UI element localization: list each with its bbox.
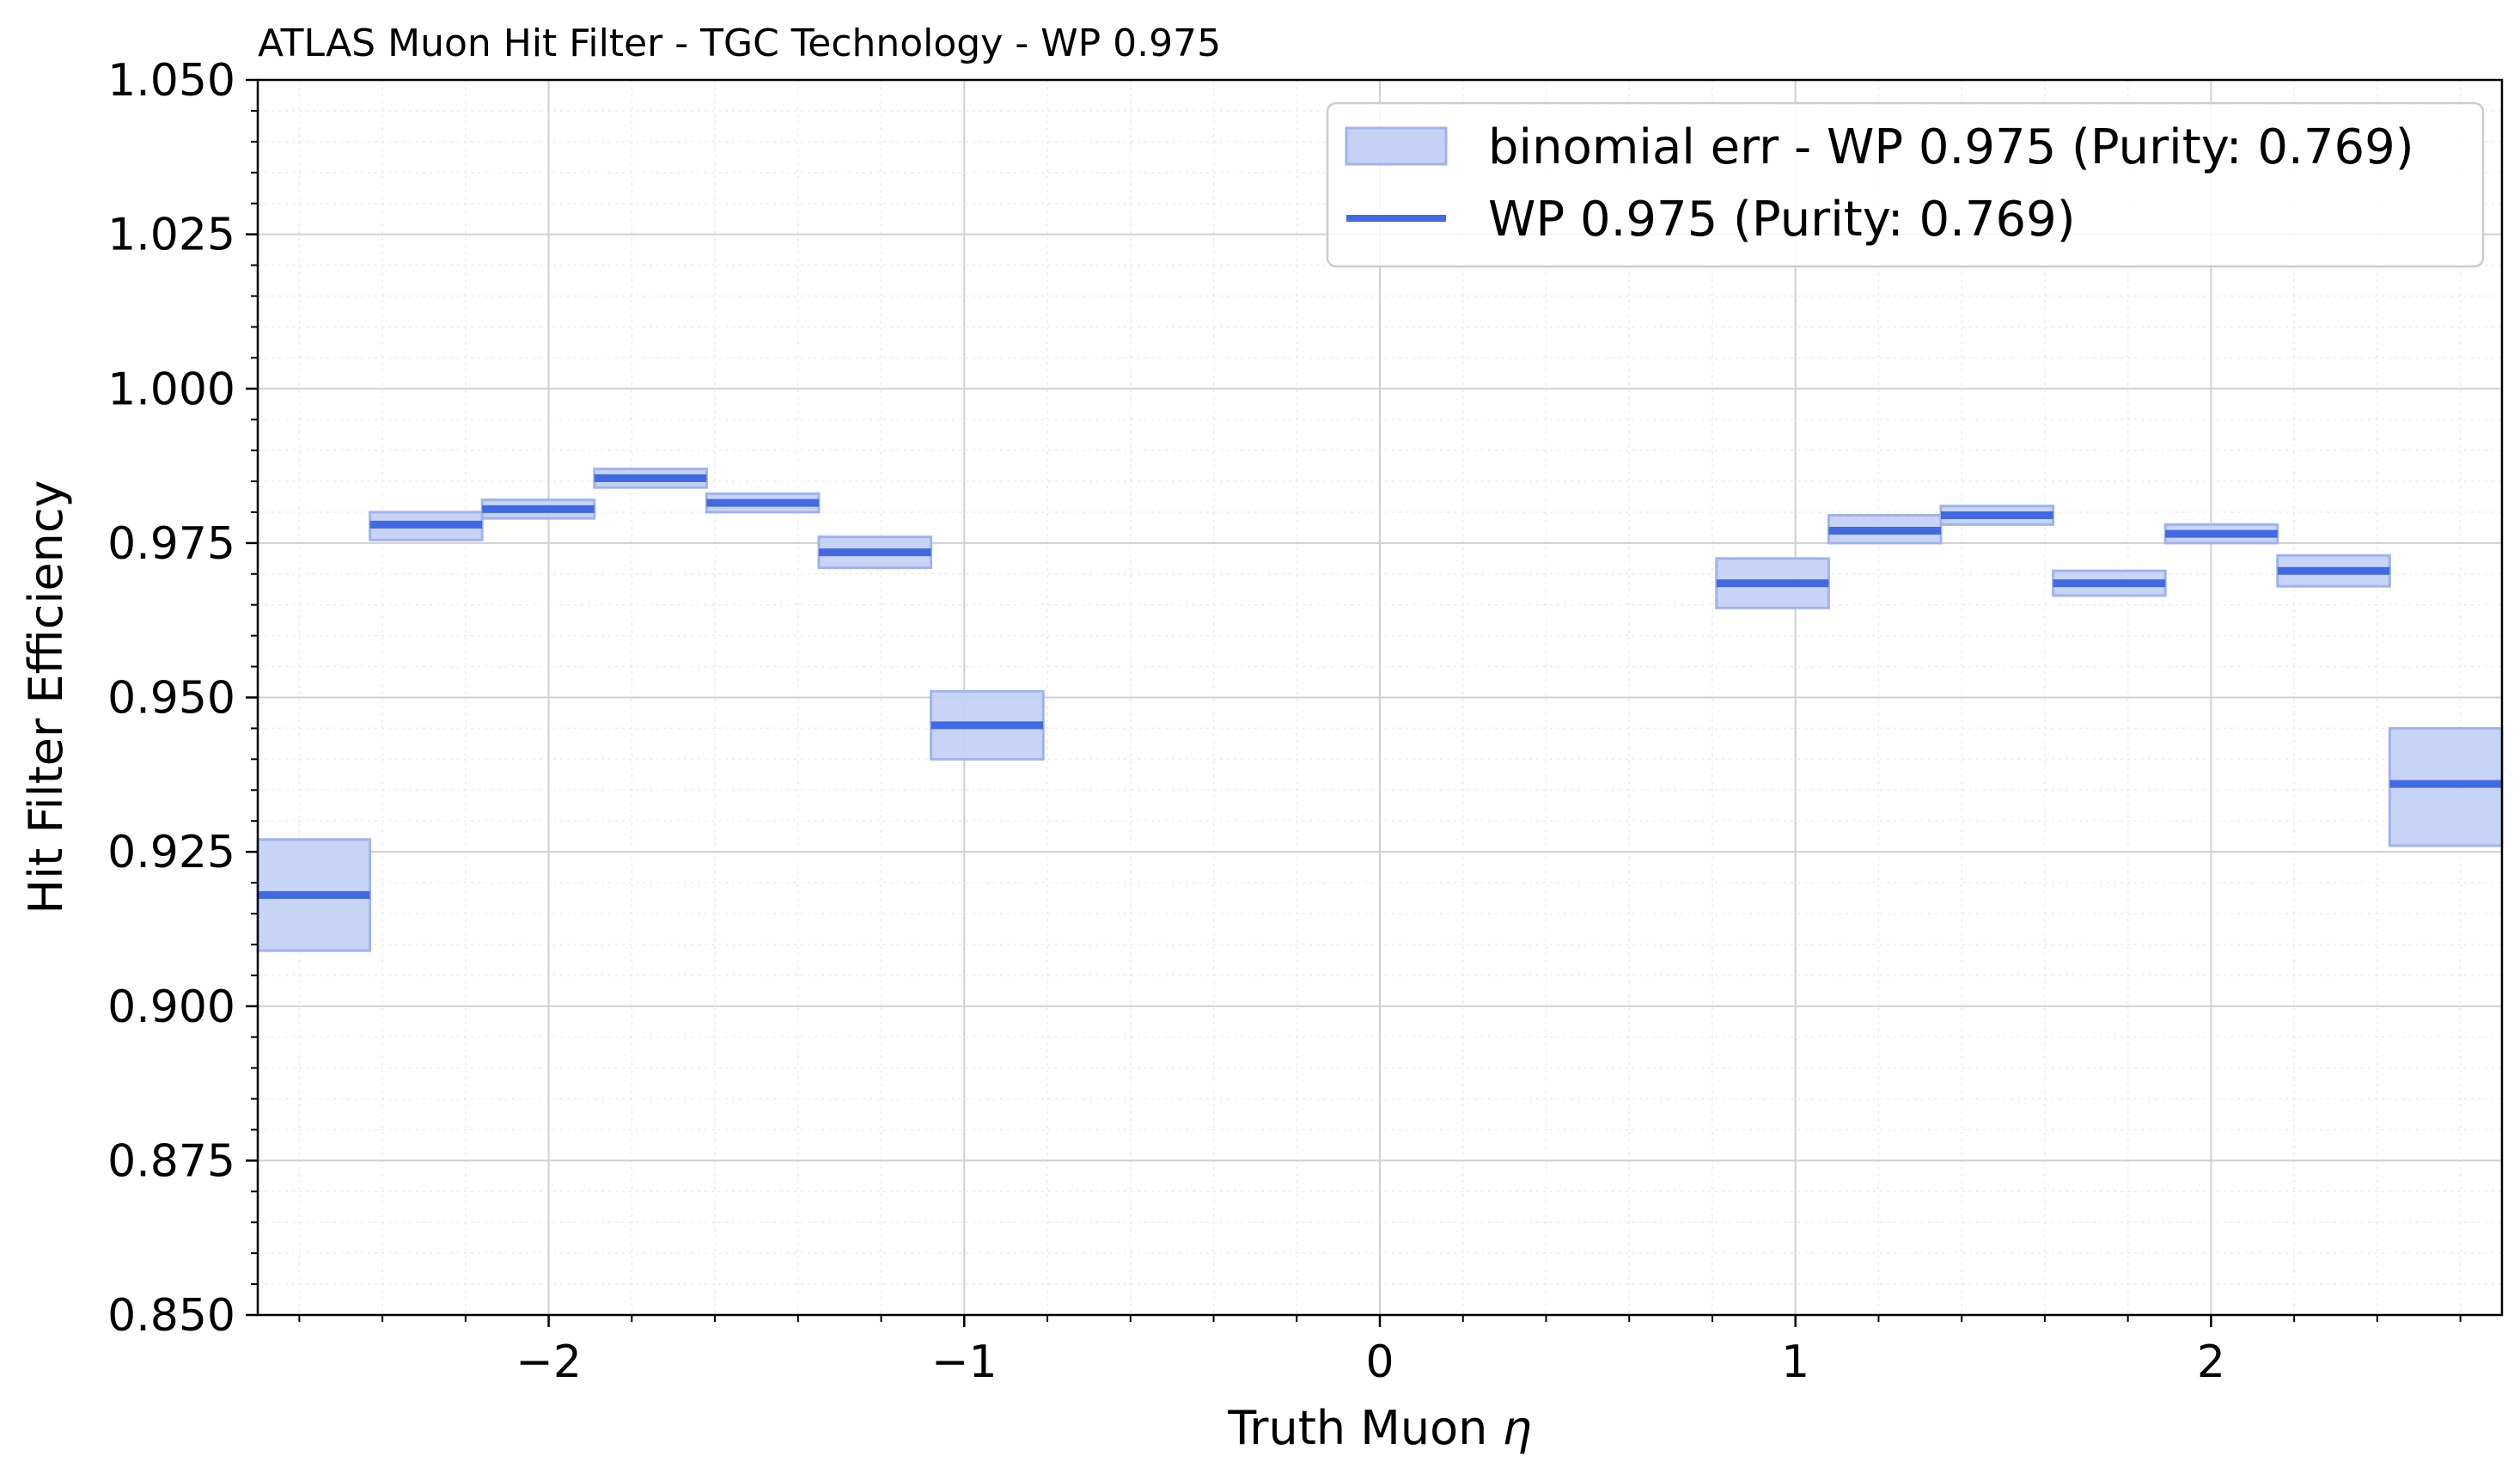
efficiency-lines [258, 474, 2502, 899]
legend-box [1326, 101, 2485, 268]
legend-band-swatch [1345, 126, 1448, 166]
y-tick-label: 1.000 [107, 364, 235, 415]
chart-title: ATLAS Muon Hit Filter - TGC Technology -… [258, 21, 1221, 65]
legend-band-label: binomial err - WP 0.975 (Purity: 0.769) [1488, 119, 2414, 175]
y-tick-label: 0.925 [107, 827, 235, 878]
x-axis-label: Truth Muon η [1227, 1401, 1532, 1455]
x-tick-labels: −2 −1 0 1 2 [516, 1336, 2225, 1388]
y-tick-label: 0.875 [107, 1135, 235, 1187]
y-tick-label: 0.975 [107, 518, 235, 570]
x-tick-label: −1 [931, 1336, 998, 1388]
x-tick-label: 2 [2197, 1336, 2225, 1388]
y-axis-label: Hit Filter Efficiency [19, 480, 73, 914]
axis-ticks [246, 78, 2462, 1327]
y-tick-label: 1.025 [107, 210, 235, 261]
x-tick-label: −2 [516, 1336, 582, 1388]
x-tick-label: 0 [1365, 1336, 1394, 1388]
y-tick-labels: 0.850 0.875 0.900 0.925 0.950 0.975 1.000 1.025… [107, 55, 235, 1342]
y-tick-label: 0.900 [107, 982, 235, 1033]
legend: binomial err - WP 0.975 (Purity: 0.769) … [1326, 101, 2485, 268]
legend-line-label: WP 0.975 (Purity: 0.769) [1488, 192, 2076, 248]
y-tick-label: 0.950 [107, 673, 235, 725]
x-tick-label: 1 [1781, 1336, 1809, 1388]
y-tick-label: 0.850 [107, 1290, 235, 1342]
y-tick-label: 1.050 [107, 55, 235, 107]
